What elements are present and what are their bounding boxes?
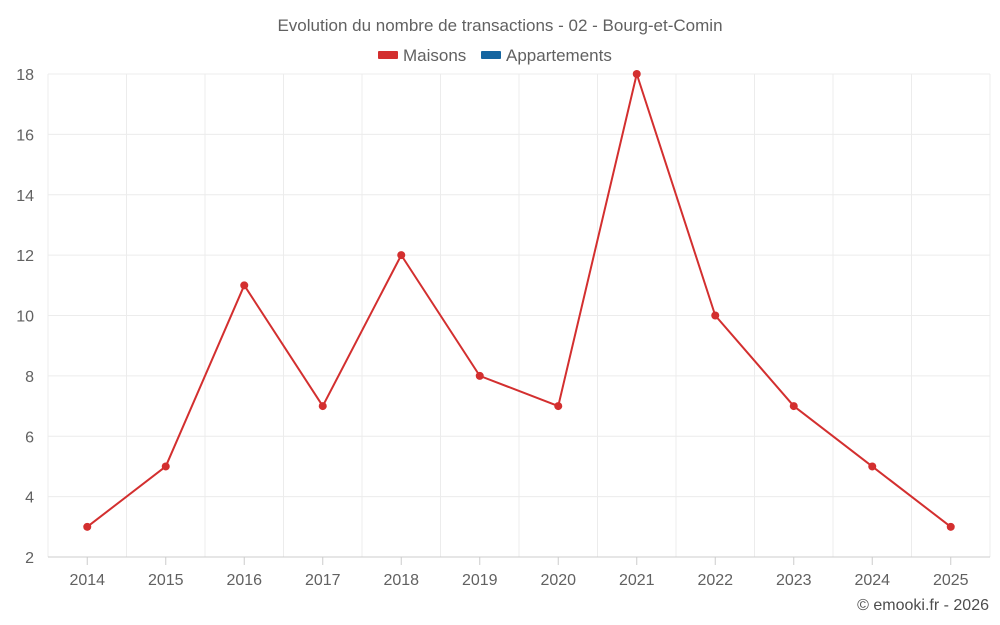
x-tick-label: 2015 bbox=[148, 572, 184, 589]
legend-swatch-appartements bbox=[481, 51, 501, 59]
data-point[interactable] bbox=[789, 402, 798, 411]
x-tick-label: 2023 bbox=[776, 572, 812, 589]
y-tick-label: 6 bbox=[25, 429, 34, 446]
legend-swatch-maisons bbox=[378, 51, 398, 59]
x-tick-label: 2025 bbox=[933, 572, 969, 589]
legend-item-appartements[interactable]: Appartements bbox=[481, 46, 612, 65]
grid bbox=[47, 73, 991, 557]
data-point[interactable] bbox=[161, 462, 170, 471]
y-axis-ticks: 2 4 6 8 10 12 14 16 18 bbox=[16, 67, 34, 567]
data-point[interactable] bbox=[475, 371, 484, 380]
data-point[interactable] bbox=[83, 522, 92, 531]
y-tick-label: 18 bbox=[16, 67, 34, 84]
x-tick-label: 2024 bbox=[854, 572, 890, 589]
data-point[interactable] bbox=[946, 522, 955, 531]
y-tick-label: 16 bbox=[16, 127, 34, 144]
x-tick-label: 2021 bbox=[619, 572, 655, 589]
x-axis-ticks: 2014 2015 2016 2017 2018 2019 2020 2021 2022 2023… bbox=[69, 572, 968, 589]
credit-text: © emooki.fr - 2026 bbox=[857, 597, 989, 614]
data-point[interactable] bbox=[318, 402, 327, 411]
x-tick-label: 2014 bbox=[69, 572, 105, 589]
x-tick-label: 2019 bbox=[462, 572, 498, 589]
legend-label-appartements: Appartements bbox=[506, 46, 612, 65]
x-tick-label: 2022 bbox=[697, 572, 733, 589]
x-tick-label: 2017 bbox=[305, 572, 341, 589]
data-point[interactable] bbox=[868, 462, 877, 471]
x-tick-label: 2016 bbox=[226, 572, 262, 589]
y-tick-label: 2 bbox=[25, 550, 34, 567]
y-tick-label: 8 bbox=[25, 369, 34, 386]
y-tick-label: 4 bbox=[25, 490, 34, 507]
data-point[interactable] bbox=[711, 311, 720, 320]
series-line-maisons bbox=[86, 73, 952, 528]
series bbox=[83, 70, 955, 531]
data-point[interactable] bbox=[632, 70, 641, 78]
y-tick-label: 14 bbox=[16, 188, 34, 205]
data-point[interactable] bbox=[397, 251, 406, 260]
x-tick-label: 2018 bbox=[383, 572, 419, 589]
y-tick-label: 12 bbox=[16, 248, 34, 265]
chart-title: Evolution du nombre de transactions - 02… bbox=[277, 16, 722, 35]
y-tick-label: 10 bbox=[16, 309, 34, 326]
legend-label-maisons: Maisons bbox=[403, 46, 466, 65]
data-point[interactable] bbox=[240, 281, 249, 290]
legend-item-maisons[interactable]: Maisons bbox=[378, 46, 466, 65]
axes bbox=[48, 556, 990, 565]
legend: Maisons Appartements bbox=[378, 46, 612, 65]
x-tick-label: 2020 bbox=[540, 572, 576, 589]
data-point[interactable] bbox=[554, 402, 563, 411]
